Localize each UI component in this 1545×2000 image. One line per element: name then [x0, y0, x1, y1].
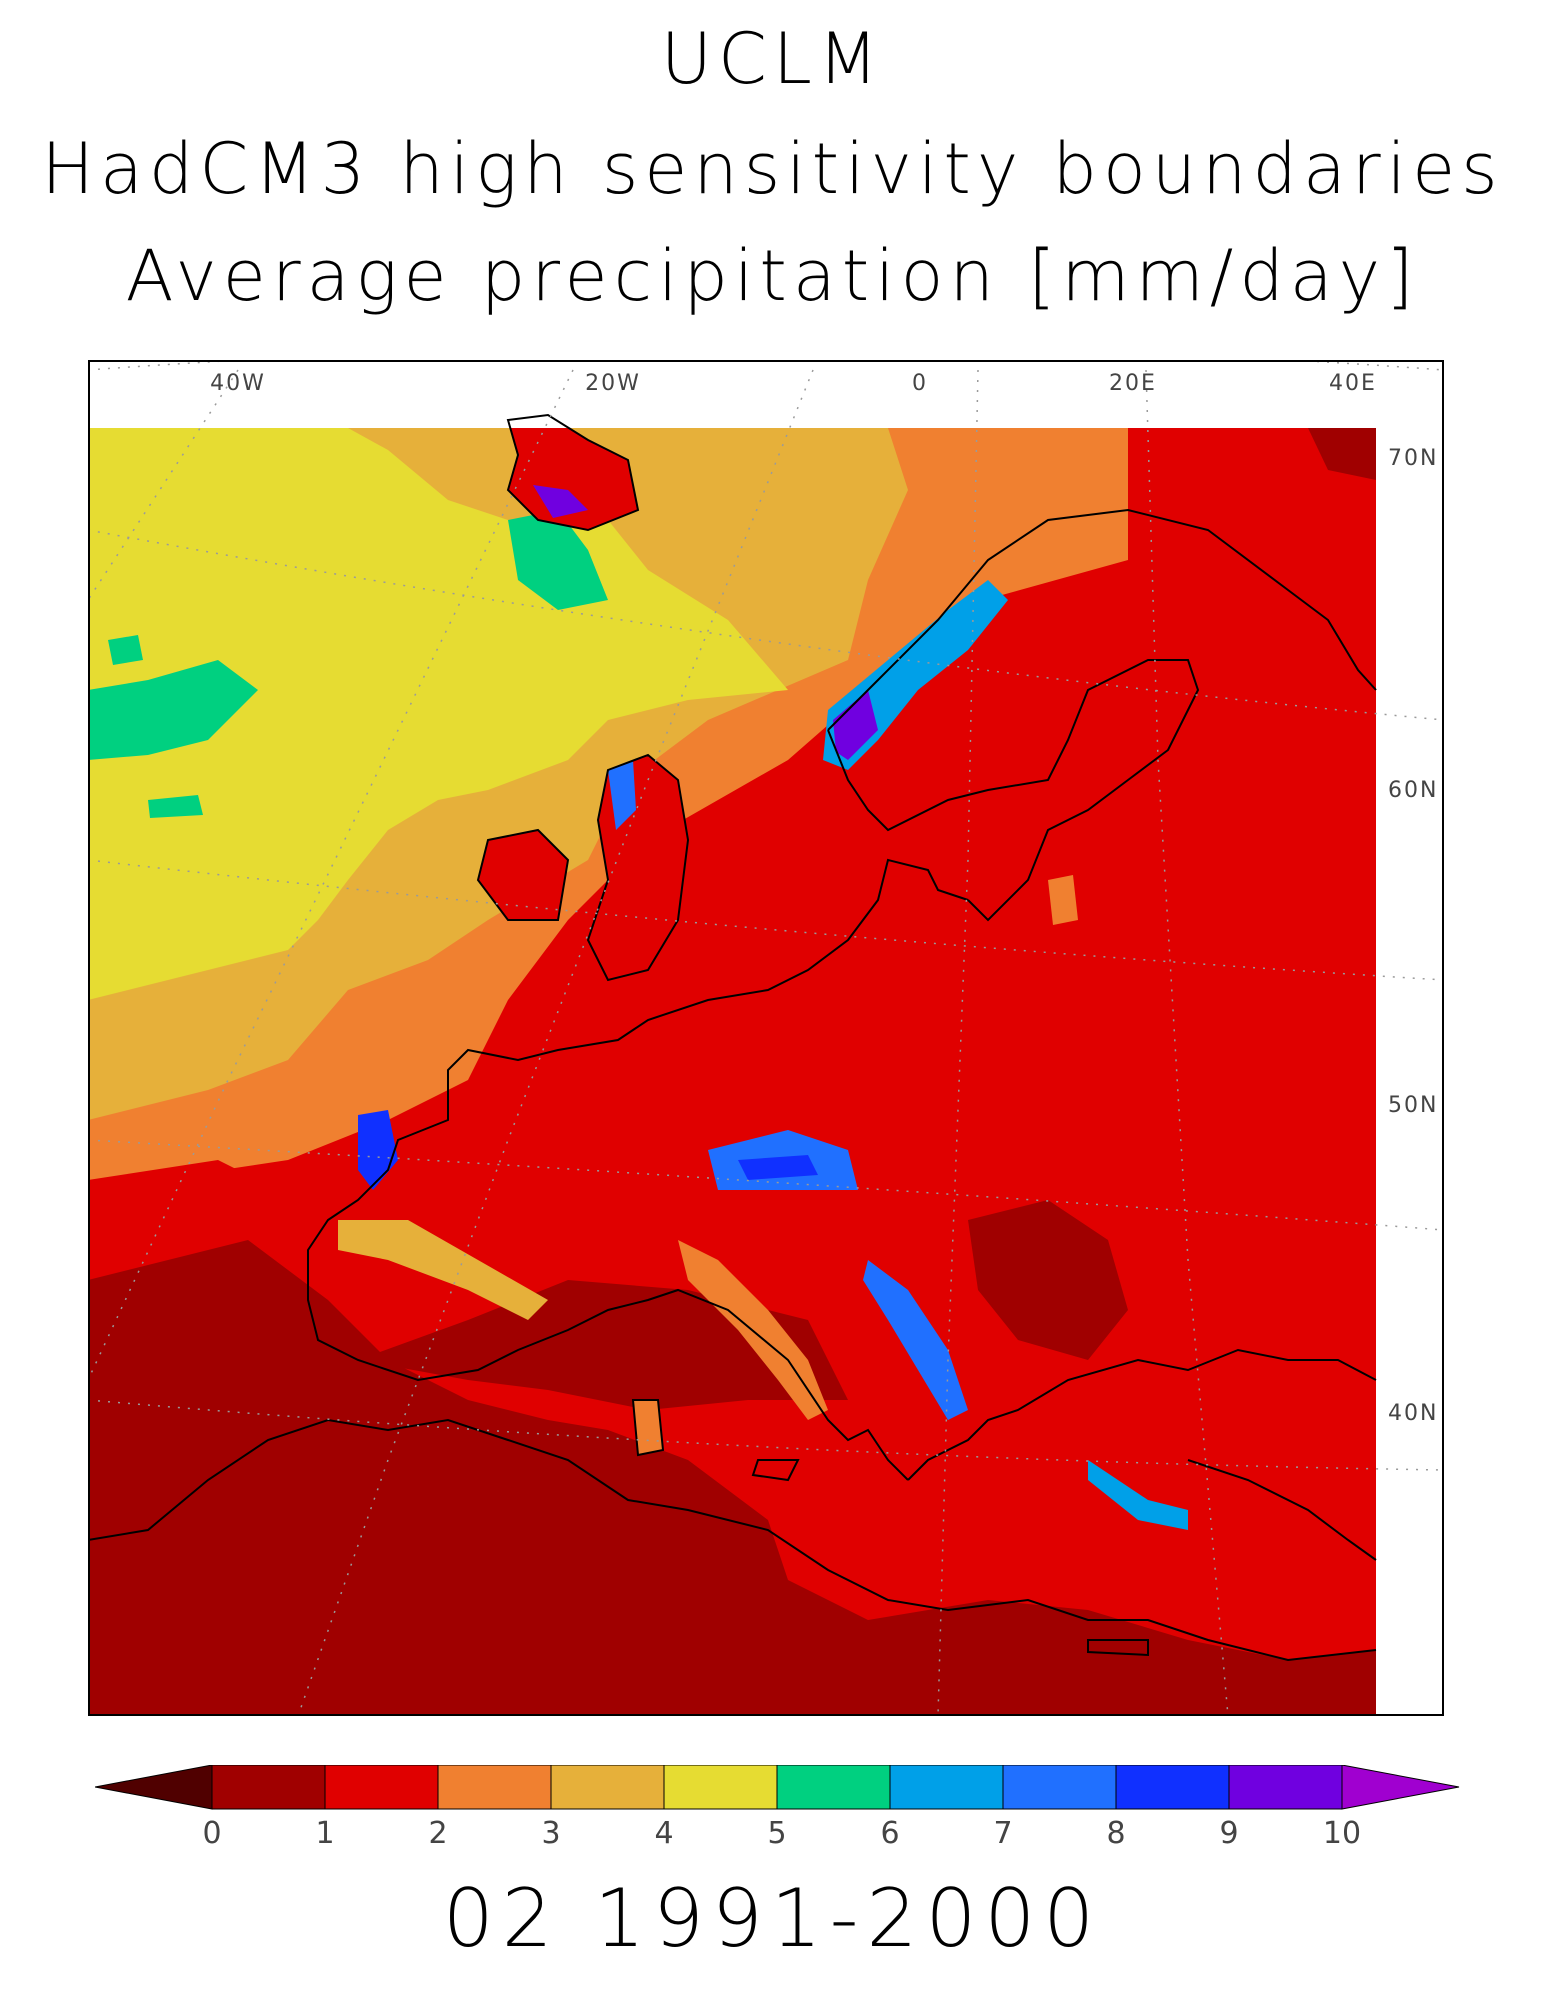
precip-region-3-4: [338, 1220, 548, 1320]
coastline-scandinavia-north: [827, 508, 1377, 731]
parallel-60n: [88, 529, 1444, 721]
colorbar-tick-label: 7: [993, 1816, 1012, 1850]
lon-label: 20E: [1109, 371, 1157, 396]
coastline-sardinia: [631, 1399, 665, 1457]
lat-label: 40N: [1388, 1401, 1438, 1426]
coastline-western-europe: [307, 858, 969, 1481]
precip-region-9-10: [833, 690, 878, 760]
parallel-30n: [88, 1399, 1444, 1471]
colorbar-tick-label: 4: [654, 1816, 673, 1850]
precip-region-5-6: [88, 660, 258, 760]
precip-region-4-5: [88, 428, 788, 1000]
precip-region-2-3: [1048, 875, 1078, 925]
coastlines: [88, 413, 1377, 1662]
colorbar-tick-label: 9: [1219, 1816, 1238, 1850]
colorbar-tick-label: 10: [1323, 1816, 1361, 1850]
colorbar-over-arrow: [1341, 1765, 1460, 1810]
lat-label: 50N: [1388, 1093, 1438, 1118]
precip-region-6-7: [1088, 1460, 1188, 1530]
map-frame-border: [88, 360, 1444, 1716]
lon-label: 20W: [585, 371, 641, 396]
colorbar: 0 1 2 3 4 5 6 7 8 9 10: [95, 1765, 1460, 1850]
coastline-sicily: [751, 1459, 800, 1482]
precip-region-8-9: [738, 1155, 818, 1180]
colorbar-tick-label: 6: [880, 1816, 899, 1850]
precip-region-5-6: [508, 510, 608, 610]
precip-region-1-2: [508, 428, 638, 530]
precip-region-5-6: [148, 795, 203, 818]
precip-region-1-2: [478, 830, 568, 920]
precip-region-0-1: [968, 1200, 1128, 1360]
colorbar-box: [437, 1765, 552, 1810]
colorbar-box: [1115, 1765, 1230, 1810]
colorbar-box: [1228, 1765, 1343, 1810]
map-subtitle: HadCM3 high sensitivity boundaries: [41, 128, 1504, 210]
colorbar-boxes: [211, 1765, 1343, 1810]
map-canvas: 40W 20W 0 20E 40E 70N 60N 50N 40N: [88, 360, 1444, 1716]
colorbar-box: [211, 1765, 326, 1810]
coastline-great-britain: [586, 753, 690, 982]
time-period: 02 1991-2000: [442, 1872, 1103, 1965]
colorbar-tick-label: 0: [202, 1816, 221, 1850]
colorbar-tick-label: 1: [315, 1816, 334, 1850]
coastline-north-africa: [88, 1418, 1377, 1662]
coastline-crete: [1087, 1639, 1149, 1657]
coastline-iceland: [506, 413, 640, 532]
parallel-40n: [88, 1139, 1444, 1231]
precip-region-0-1: [1308, 428, 1376, 480]
precip-region-2-3: [633, 1400, 663, 1455]
colorbar-box: [889, 1765, 1004, 1810]
precip-region-5-6: [108, 635, 143, 665]
precip-region-0-1: [88, 1240, 1376, 1716]
precipitation-map: 40W 20W 0 20E 40E 70N 60N 50N 40N: [88, 360, 1444, 1716]
precip-region-7-8: [863, 1260, 968, 1420]
lat-label: 60N: [1388, 778, 1438, 803]
coastline-levant: [1187, 1459, 1377, 1561]
lon-label: 40E: [1329, 371, 1377, 396]
precip-region-7-8: [608, 760, 636, 830]
colorbar-box: [550, 1765, 665, 1810]
precip-region-1-2: [588, 755, 688, 980]
meridian-20e: [937, 369, 979, 1716]
map-title: UCLM: [660, 18, 885, 100]
lat-label: 70N: [1388, 446, 1438, 471]
colorbar-tick-label: 8: [1106, 1816, 1125, 1850]
colorbar-box: [663, 1765, 778, 1810]
colorbar-tick-label: 5: [767, 1816, 786, 1850]
colorbar-ticks: 0 1 2 3 4 5 6 7 8 9 10: [202, 1816, 1361, 1850]
colorbar-box: [1002, 1765, 1117, 1810]
meridian-0: [297, 369, 814, 1716]
colorbar-box: [776, 1765, 891, 1810]
meridian-20w: [88, 369, 574, 1381]
variable-title: Average precipitation [mm/day]: [125, 235, 1420, 317]
colorbar-tick-label: 2: [428, 1816, 447, 1850]
precip-region-9-10: [533, 485, 588, 518]
colorbar-under-arrow: [95, 1765, 213, 1810]
coastline-balkans-turkey: [907, 1348, 1377, 1481]
lon-label: 40W: [210, 371, 266, 396]
coastline-scandinavia-south: [827, 659, 1200, 922]
colorbar-box: [324, 1765, 439, 1810]
lon-label: 0: [912, 371, 928, 396]
meridian-40e: [1145, 369, 1229, 1716]
coastline-ireland: [476, 828, 570, 921]
colorbar-tick-label: 3: [541, 1816, 560, 1850]
graticule: [88, 360, 1444, 1716]
